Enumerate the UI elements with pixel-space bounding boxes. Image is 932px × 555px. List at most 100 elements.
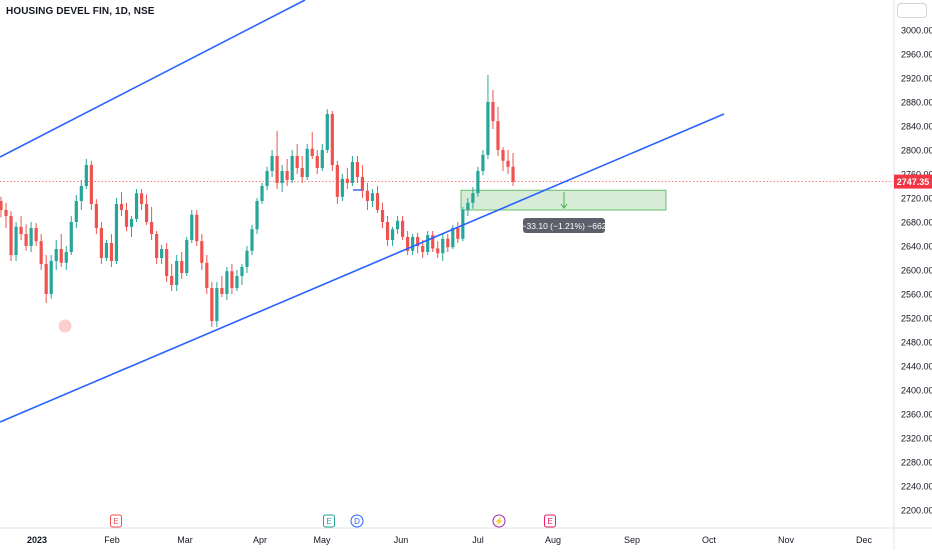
candle-body [195,214,199,242]
price-tick-label: 2920.00 [901,74,932,84]
candle-body [134,193,139,219]
candle-body [69,222,73,252]
price-tick-label: 2880.00 [901,98,932,108]
candle-body [325,114,329,150]
candle-body [501,150,505,161]
candle-body [370,193,375,201]
candle-body [305,148,309,177]
candle-body [4,210,8,216]
price-tick-label: 2400.00 [901,386,932,396]
candle-body [14,226,18,255]
candle-body [466,202,470,210]
dividend-event-icon[interactable]: D [350,514,364,528]
price-tick-label: 2800.00 [901,146,932,156]
price-tick-label: 2840.00 [901,122,932,132]
last-price-badge: 2747.35 [894,174,932,189]
time-tick-label: 2023 [27,535,47,545]
lower-support-line[interactable] [0,113,725,423]
candle-body [170,276,174,285]
event-badge-letter: E [326,517,331,526]
candle-body [54,249,58,261]
event-markers[interactable]: E E D ⚡ E [110,514,556,528]
candle-body [89,165,93,204]
price-axis[interactable]: 2200.00 2240.00 2280.00 2320.00 2360.00 2400.… [901,26,932,516]
measure-label: −33.10 (−1.21%) −662 [522,218,607,233]
time-tick-label: May [313,535,331,545]
price-tick-label: 2360.00 [901,410,932,420]
candle-body [380,210,385,222]
candle-body [496,121,500,150]
candle-body [265,171,269,186]
earnings-event-icon[interactable]: E [110,514,122,528]
candle-body [431,235,435,249]
candle-body [456,228,460,239]
last-price-background [894,174,932,189]
candle-body [365,190,370,201]
event-badge-shape [544,514,556,528]
candle-body [255,201,259,230]
price-tick-label: 2600.00 [901,266,932,276]
candle-body [155,234,159,258]
candle-body [114,204,119,261]
candle-body [19,226,23,234]
candle-body [395,220,400,230]
candle-body [180,261,184,273]
time-tick-label: Dec [856,535,873,545]
candle-body [150,222,154,234]
candle-body [34,228,38,242]
candle-body [441,238,445,254]
split-event-icon[interactable]: ⚡ [492,514,506,528]
candle-body [275,156,279,183]
candle-body [335,165,339,197]
candles [0,75,515,327]
candle-body [175,261,179,285]
candle-body [385,222,390,240]
candle-body [401,220,405,237]
candle-body [375,193,380,210]
earnings-event-icon[interactable]: E [544,514,556,528]
candle-body [245,250,249,267]
earnings-event-icon[interactable]: E [323,514,335,528]
candle-body [79,186,83,201]
event-badge-letter: D [354,517,360,526]
price-tick-label: 2640.00 [901,242,932,252]
settings-button[interactable] [897,3,927,18]
candle-body [64,252,68,263]
candle-body [49,261,53,294]
time-tick-label: Jul [472,535,484,545]
candle-body [406,237,410,251]
upper-channel-line[interactable] [0,0,306,158]
candle-body [94,204,98,228]
candle-body [315,156,319,168]
candle-body [220,288,224,294]
candle-body [235,276,239,288]
candle-body [486,102,490,155]
candle-body [310,148,314,156]
candle-body [511,166,515,182]
candle-body [421,246,425,252]
candle-body [426,235,430,252]
candle-body [436,248,440,254]
price-tick-label: 2520.00 [901,314,932,324]
candle-body [74,201,78,222]
price-tick-label: 2720.00 [901,194,932,204]
candle-body [270,156,274,171]
time-axis[interactable]: 2023 Feb Mar Apr May Jun Jul Aug Sep Oct Nov Dec [27,535,873,545]
candle-body [59,249,63,263]
candle-body [476,171,480,194]
candle-body [411,237,415,251]
time-tick-label: Sep [624,535,640,545]
candle-body [481,154,485,171]
candle-body [139,193,144,204]
candle-body [451,228,455,248]
price-tick-label: 2240.00 [901,482,932,492]
measure-label-text: −33.10 (−1.21%) −662 [522,221,607,231]
time-tick-label: Mar [177,535,193,545]
event-badge-letter: E [113,517,118,526]
time-tick-label: Feb [104,535,120,545]
time-tick-label: Jun [394,535,409,545]
time-tick-label: Aug [545,535,561,545]
candle-body [506,160,510,167]
